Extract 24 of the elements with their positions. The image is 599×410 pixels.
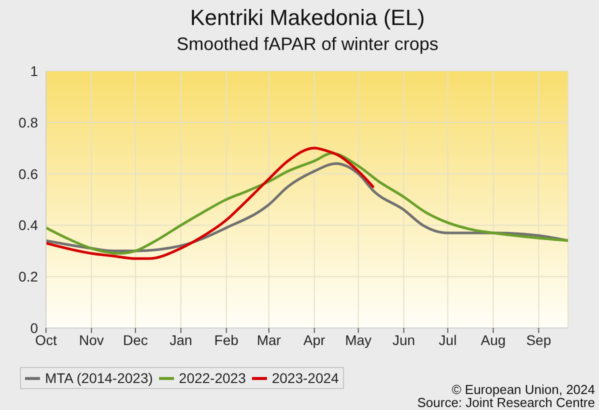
x-tick-label: Jul [438, 332, 457, 348]
x-tick-label: Nov [79, 332, 104, 348]
x-tick-label: May [345, 332, 372, 348]
y-tick-label: 0.6 [18, 166, 38, 182]
line-series [46, 146, 374, 260]
chart-subtitle: Smoothed fAPAR of winter crops [176, 34, 440, 55]
x-tick-label: Aug [480, 332, 506, 348]
legend-label: 2022-2023 [178, 370, 246, 386]
y-tick-label: 0.4 [18, 217, 38, 234]
source-note: Source: Joint Research Centre [417, 395, 595, 410]
legend-label: 2023-2024 [272, 370, 339, 386]
x-tick-label: Jan [170, 332, 192, 348]
x-tick-label: Feb [214, 332, 239, 348]
chart-title: Kentriki Makedonia (EL) [189, 5, 426, 31]
x-tick-label: Jun [392, 332, 416, 348]
x-tick-label: Apr [303, 332, 326, 348]
x-tick-label: Mar [256, 332, 282, 348]
x-tick-label: Dec [122, 332, 148, 348]
y-tick-label: 0.8 [18, 114, 38, 130]
text: © European Union, 2024 [452, 382, 595, 397]
legend-label: MTA (2014-2023) [45, 370, 153, 386]
y-tick-label: 1 [30, 62, 38, 79]
y-tick-label: 0.2 [18, 268, 38, 285]
x-tick-label: Sep [526, 332, 552, 348]
